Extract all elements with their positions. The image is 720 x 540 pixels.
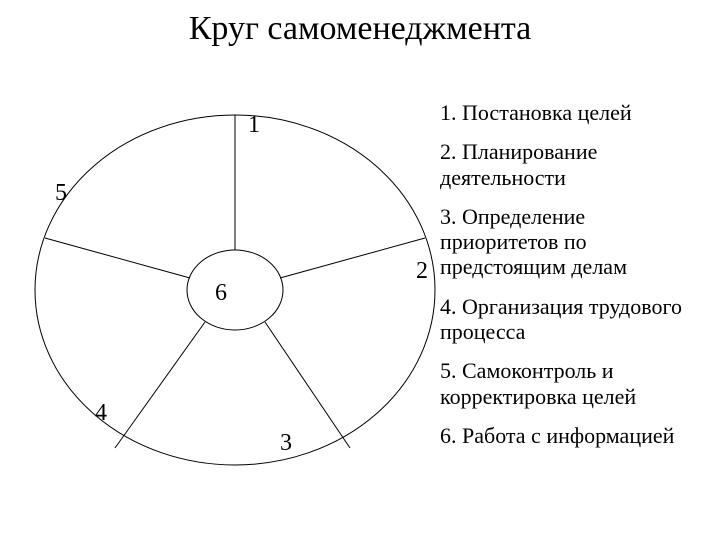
spoke-2: [280, 238, 425, 278]
legend-item-5: 5. Самоконтроль и корректировка целей: [440, 358, 700, 409]
legend-item-2: 2. Планирование деятельности: [440, 139, 700, 190]
legend-item-3: 3. Определение приоритетов по предстоящи…: [440, 204, 700, 280]
legend-item-4: 4. Организация трудового процесса: [440, 294, 700, 345]
sector-label-4: 4: [95, 400, 107, 427]
slide-title: Круг самоменеджмента: [0, 10, 720, 48]
circle-diagram: 1 2 3 4 5 6: [30, 80, 440, 500]
legend-item-6: 6. Работа с информацией: [440, 423, 700, 448]
sector-label-5: 5: [55, 180, 67, 207]
spoke-5: [45, 238, 190, 278]
spokes-group: [45, 115, 425, 448]
inner-ellipse: [187, 250, 283, 330]
legend-item-1: 1. Постановка целей: [440, 100, 700, 125]
legend-list: 1. Постановка целей 2. Планирование деяте…: [440, 100, 700, 462]
sector-label-1: 1: [248, 112, 260, 139]
spoke-4: [115, 322, 205, 448]
spoke-3: [265, 322, 350, 448]
slide: Круг самоменеджмента 1 2 3 4 5 6 1. Постановк…: [0, 0, 720, 540]
sector-label-3: 3: [280, 430, 292, 457]
sector-label-2: 2: [416, 258, 428, 285]
sector-label-6: 6: [215, 280, 227, 307]
diagram-svg: [30, 80, 440, 500]
